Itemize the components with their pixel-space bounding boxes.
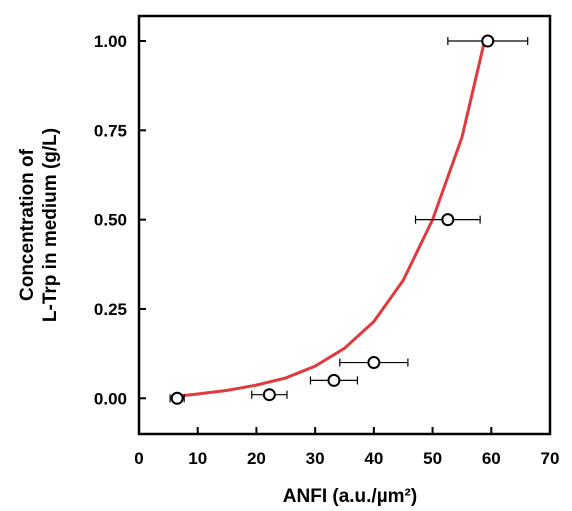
data-point	[309, 373, 359, 387]
data-point	[414, 213, 481, 227]
point-marker	[481, 34, 495, 48]
y-tick-label: 0.75	[94, 121, 127, 140]
data-point	[447, 34, 529, 48]
data-point	[251, 388, 288, 402]
point-marker	[327, 373, 341, 387]
x-axis-label: ANFI (a.u./µm²)	[283, 486, 417, 507]
y-axis-label-line2: L-Trp in medium (g/L)	[40, 128, 61, 322]
fit-curve	[174, 37, 487, 398]
y-tick-label: 0.50	[94, 211, 127, 230]
point-marker	[441, 213, 455, 227]
point-marker	[170, 391, 184, 405]
x-tick-label: 40	[364, 449, 383, 468]
y-axis-label: Concentration of L-Trp in medium (g/L)	[17, 128, 61, 322]
x-tick-label: 20	[247, 449, 266, 468]
y-tick-label: 1.00	[94, 32, 127, 51]
y-tick-label: 0.00	[94, 389, 127, 408]
data-points	[169, 34, 529, 405]
x-tick-label: 30	[306, 449, 325, 468]
data-point	[169, 391, 185, 405]
plot-frame	[137, 14, 552, 436]
y-tick-label: 0.25	[94, 300, 127, 319]
point-marker	[367, 356, 381, 370]
x-tick-label: 70	[541, 449, 560, 468]
x-tick-label: 50	[423, 449, 442, 468]
x-tick-label: 0	[134, 449, 143, 468]
y-axis-label-line1: Concentration of	[17, 148, 38, 301]
x-tick-label: 60	[482, 449, 501, 468]
data-point	[339, 356, 409, 370]
x-tick-label: 10	[188, 449, 207, 468]
x-axis-ticks: 0 10 20 30 40 50 60 70	[134, 427, 559, 468]
point-marker	[262, 388, 276, 402]
